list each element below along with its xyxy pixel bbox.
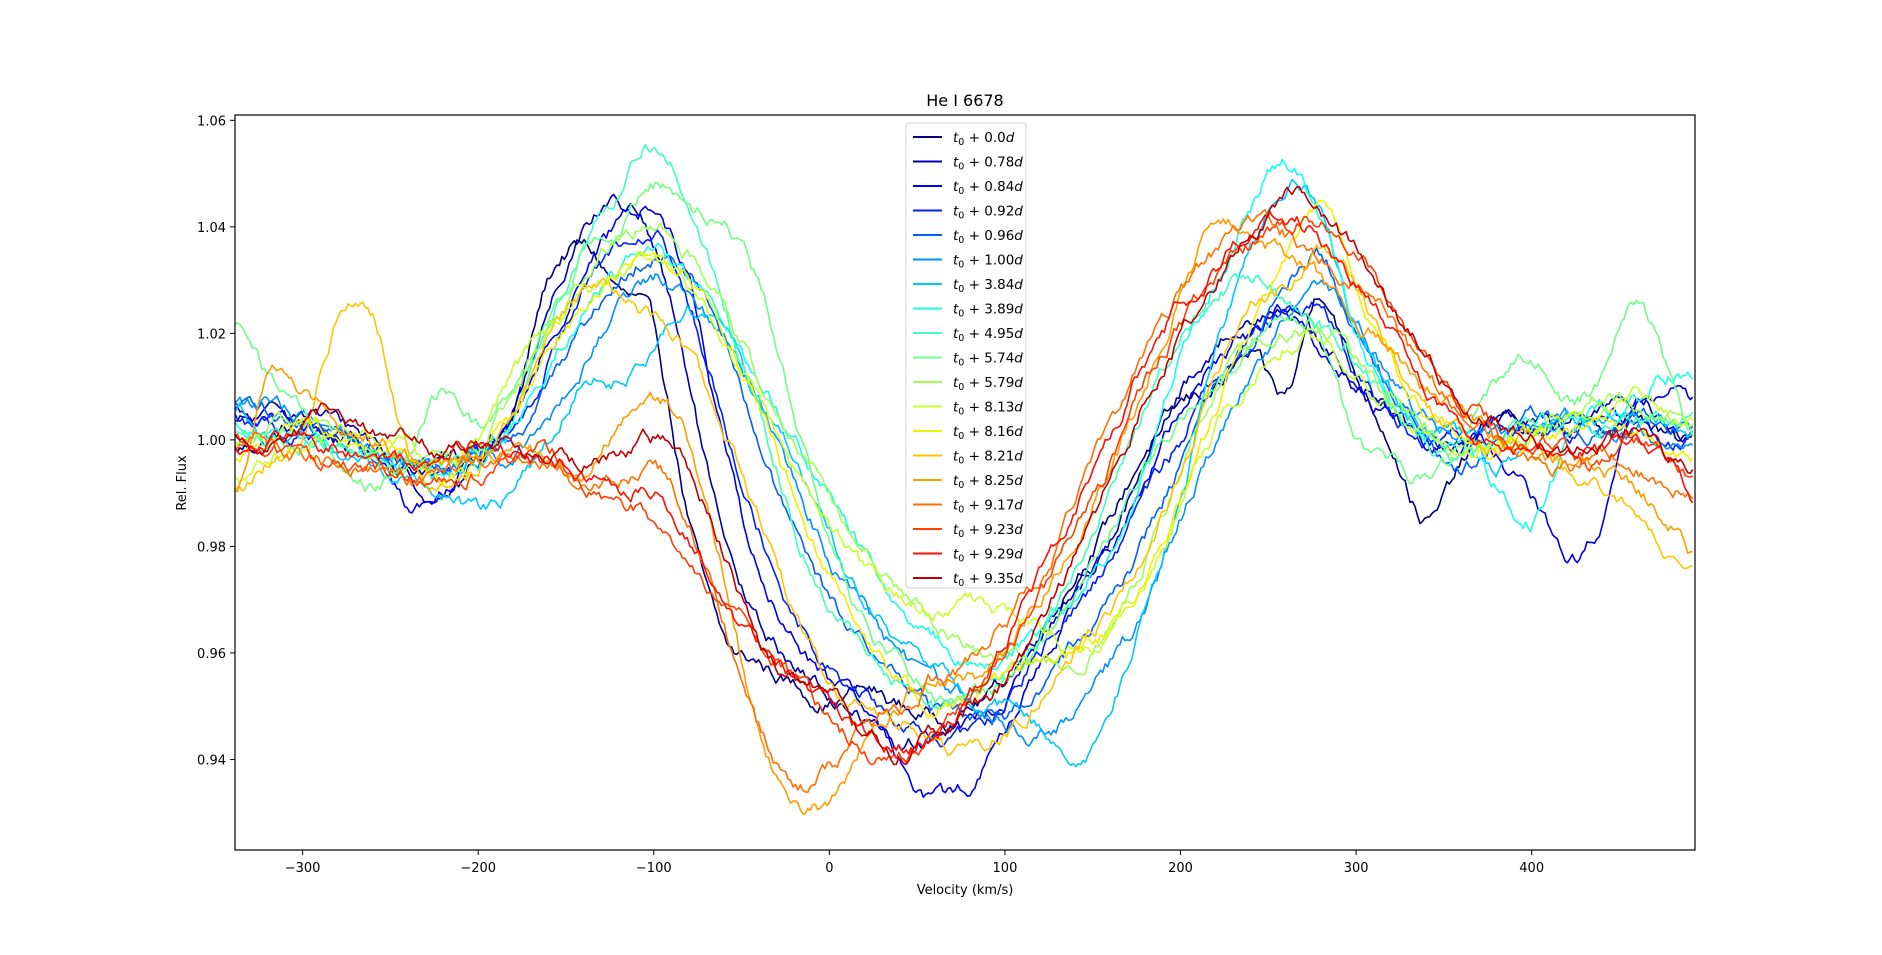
x-tick-label: 300 [1344,861,1369,876]
legend-label: t0 + 1.00d [953,253,1023,271]
legend-label: t0 + 9.29d [953,547,1023,565]
series-line-5-79 [235,222,1694,676]
legend-label: t0 + 0.96d [953,228,1023,246]
series-line-9-35 [235,186,1694,766]
x-tick-label: −100 [636,861,672,876]
legend-label: t0 + 0.92d [953,204,1023,222]
legend-item: t0 + 9.23d [913,522,1023,540]
series-line-5-74 [235,181,1694,706]
x-tick-label: 200 [1168,861,1193,876]
legend-item: t0 + 9.35d [913,571,1023,589]
legend-label: t0 + 8.21d [953,449,1023,467]
series-line-4-95 [235,144,1694,710]
y-axis: 0.94 0.96 0.98 1.00 1.02 1.04 1.06 [197,114,235,768]
x-tick-label: −200 [460,861,496,876]
series-line-9-17 [235,208,1694,793]
legend-item: t0 + 8.21d [913,449,1023,467]
legend-label: t0 + 9.23d [953,522,1023,540]
legend: t0 + 0.0d t0 + 0.78d t0 + 0.84d t0 + 0.92d t… [905,122,1027,589]
legend-item: t0 + 0.0d [913,130,1015,148]
series-line-0-92 [235,229,1694,748]
legend-label: t0 + 0.0d [953,130,1015,148]
y-tick-label: 0.94 [197,753,226,768]
legend-label: t0 + 8.13d [953,400,1023,418]
x-axis: −300 −200 −100 0 100 200 300 400 [285,850,1544,876]
legend-item: t0 + 8.16d [913,424,1023,442]
y-tick-label: 0.98 [197,540,226,555]
x-tick-label: 0 [825,861,833,876]
series-layer [235,144,1694,815]
y-tick-label: 0.96 [197,647,226,662]
x-tick-label: 100 [993,861,1018,876]
legend-item: t0 + 3.89d [913,302,1023,320]
legend-item: t0 + 4.95d [913,326,1023,344]
legend-frame [905,122,1027,589]
y-tick-label: 1.00 [197,434,226,449]
chart-title: He I 6678 [926,91,1003,110]
y-tick-label: 1.02 [197,327,226,342]
x-tick-label: 400 [1519,861,1544,876]
legend-item: t0 + 9.17d [913,498,1023,516]
legend-item: t0 + 9.29d [913,547,1023,565]
legend-item: t0 + 0.92d [913,204,1023,222]
legend-label: t0 + 5.74d [953,351,1023,369]
plot-frame [234,114,1696,851]
legend-label: t0 + 9.17d [953,498,1023,516]
legend-label: t0 + 8.25d [953,473,1023,491]
legend-label: t0 + 5.79d [953,375,1023,393]
x-axis-label: Velocity (km/s) [917,883,1014,898]
legend-item: t0 + 1.00d [913,253,1023,271]
legend-item: t0 + 3.84d [913,277,1023,295]
legend-item: t0 + 0.78d [913,155,1023,173]
legend-label: t0 + 8.16d [953,424,1023,442]
series-line-8-21 [235,244,1693,757]
legend-label: t0 + 9.35d [953,571,1023,589]
y-tick-label: 1.06 [197,114,226,129]
legend-item: t0 + 5.74d [913,351,1023,369]
y-axis-label: Rel. Flux [175,455,190,511]
legend-label: t0 + 0.84d [953,179,1023,197]
legend-item: t0 + 0.84d [913,179,1023,197]
legend-item: t0 + 0.96d [913,228,1023,246]
series-line-8-25 [235,218,1693,815]
x-tick-label: −300 [285,861,321,876]
legend-label: t0 + 4.95d [953,326,1023,344]
legend-label: t0 + 3.84d [953,277,1023,295]
y-tick-label: 1.04 [197,221,226,236]
legend-item: t0 + 8.13d [913,400,1023,418]
legend-label: t0 + 3.89d [953,302,1023,320]
series-line-8-13 [235,250,1694,654]
legend-label: t0 + 0.78d [953,155,1023,173]
legend-item: t0 + 8.25d [913,473,1023,491]
legend-item: t0 + 5.79d [913,375,1023,393]
